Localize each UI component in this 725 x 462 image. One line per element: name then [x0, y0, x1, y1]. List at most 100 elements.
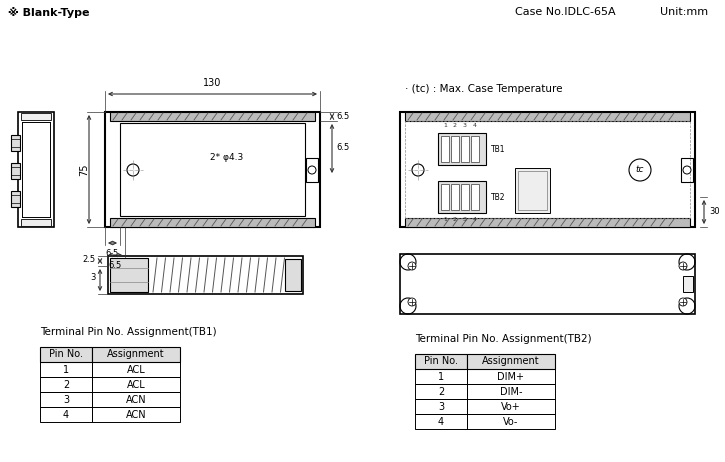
Text: ACL: ACL: [127, 380, 146, 390]
Bar: [400, 254, 695, 314]
Circle shape: [629, 159, 651, 181]
Circle shape: [408, 262, 416, 270]
Bar: [467, 354, 555, 369]
Text: 2: 2: [453, 123, 457, 128]
Bar: [441, 184, 449, 210]
Text: ACN: ACN: [125, 395, 146, 405]
Text: 3: 3: [438, 402, 444, 412]
Text: 75: 75: [79, 163, 89, 176]
Text: Terminal Pin No. Assignment(TB2): Terminal Pin No. Assignment(TB2): [415, 334, 592, 344]
Bar: [18, 112, 54, 227]
Text: 3: 3: [63, 395, 69, 405]
Bar: [415, 399, 467, 414]
Bar: [518, 171, 547, 210]
Text: DIM-: DIM-: [500, 387, 522, 397]
Bar: [40, 362, 92, 377]
Bar: [108, 256, 303, 294]
Text: 30: 30: [709, 207, 720, 217]
Text: 2: 2: [438, 387, 444, 397]
Text: 1: 1: [438, 372, 444, 382]
Bar: [40, 392, 92, 407]
Text: 6.5: 6.5: [336, 112, 349, 121]
Text: 3: 3: [463, 123, 467, 128]
Text: 4: 4: [438, 417, 444, 427]
Bar: [405, 218, 690, 227]
Bar: [467, 384, 555, 399]
Bar: [681, 158, 693, 182]
Bar: [405, 121, 690, 218]
Bar: [110, 218, 315, 227]
Bar: [415, 414, 467, 429]
Bar: [105, 112, 320, 227]
Bar: [92, 347, 180, 362]
Text: 6.5: 6.5: [108, 261, 122, 270]
Text: Vo+: Vo+: [501, 402, 521, 412]
Bar: [415, 369, 467, 384]
Bar: [306, 158, 318, 182]
Text: 4: 4: [63, 410, 69, 420]
Bar: [461, 136, 469, 162]
Text: Pin No.: Pin No.: [424, 356, 458, 366]
Bar: [461, 184, 469, 210]
Bar: [467, 414, 555, 429]
Circle shape: [127, 164, 139, 176]
Text: 6.5: 6.5: [336, 144, 349, 152]
Text: 3: 3: [91, 273, 96, 281]
Bar: [285, 259, 301, 291]
Bar: [400, 112, 695, 227]
Text: ACN: ACN: [125, 410, 146, 420]
Bar: [11, 163, 20, 179]
Bar: [40, 407, 92, 422]
Text: 6.5: 6.5: [106, 249, 119, 258]
Text: Unit:mm: Unit:mm: [660, 7, 708, 17]
Circle shape: [408, 298, 416, 306]
Bar: [471, 184, 479, 210]
Circle shape: [679, 298, 687, 306]
Bar: [92, 377, 180, 392]
Bar: [120, 123, 305, 216]
Bar: [438, 181, 486, 213]
Text: 130: 130: [203, 78, 222, 88]
Bar: [405, 112, 690, 121]
Bar: [471, 136, 479, 162]
Text: 2.5: 2.5: [83, 255, 96, 265]
Text: 2* φ4.3: 2* φ4.3: [210, 153, 244, 163]
Text: Case No.IDLC-65A: Case No.IDLC-65A: [515, 7, 616, 17]
Text: 4: 4: [473, 123, 477, 128]
Bar: [110, 112, 315, 121]
Text: 1: 1: [443, 217, 447, 222]
Bar: [451, 184, 459, 210]
Circle shape: [412, 164, 424, 176]
Bar: [92, 392, 180, 407]
Text: ※ Blank-Type: ※ Blank-Type: [8, 7, 89, 18]
Text: 3: 3: [463, 217, 467, 222]
Circle shape: [683, 166, 691, 174]
Bar: [451, 136, 459, 162]
Bar: [92, 362, 180, 377]
Circle shape: [308, 166, 316, 174]
Text: tc: tc: [636, 165, 645, 175]
Text: Pin No.: Pin No.: [49, 349, 83, 359]
Text: 2: 2: [63, 380, 69, 390]
Text: TB1: TB1: [491, 145, 505, 153]
Bar: [467, 399, 555, 414]
Text: 1: 1: [63, 365, 69, 375]
Bar: [11, 135, 20, 151]
Bar: [11, 191, 20, 207]
Text: · (tc) : Max. Case Temperature: · (tc) : Max. Case Temperature: [405, 84, 563, 94]
Text: DIM+: DIM+: [497, 372, 524, 382]
Bar: [683, 276, 693, 292]
Text: 4: 4: [473, 217, 477, 222]
Bar: [415, 354, 467, 369]
Text: 1: 1: [443, 123, 447, 128]
Bar: [21, 113, 51, 120]
Bar: [415, 384, 467, 399]
Circle shape: [679, 262, 687, 270]
Bar: [467, 369, 555, 384]
Text: Assignment: Assignment: [107, 349, 165, 359]
Text: Terminal Pin No. Assignment(TB1): Terminal Pin No. Assignment(TB1): [40, 327, 217, 337]
Bar: [110, 258, 148, 292]
Bar: [40, 377, 92, 392]
Bar: [515, 168, 550, 213]
Bar: [92, 407, 180, 422]
